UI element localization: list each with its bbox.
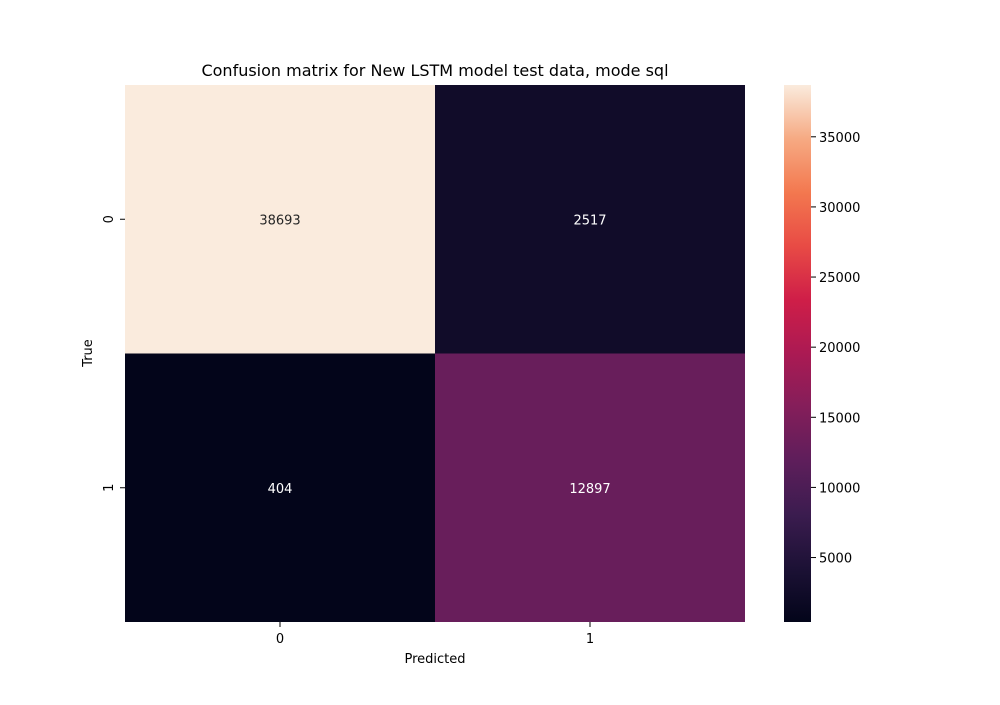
colorbar-tick-label-0: 5000 [819, 552, 852, 567]
x-axis-label: Predicted [404, 652, 465, 667]
cell-value-label-0-0: 38693 [259, 213, 300, 228]
heatmap-cells [125, 85, 745, 622]
colorbar-tick-label-1: 10000 [819, 481, 860, 496]
cell-value-label-1-0: 404 [268, 482, 293, 497]
chart-title: Confusion matrix for New LSTM model test… [201, 61, 668, 80]
heatmap-cell-1-0 [125, 353, 435, 622]
colorbar [784, 85, 811, 622]
heatmap-cell-labels: 38693 2517 404 12897 [259, 213, 610, 497]
colorbar-tick-label-5: 30000 [819, 201, 860, 216]
y-tick-label-1: 1 [102, 484, 117, 492]
colorbar-tick-label-3: 20000 [819, 341, 860, 356]
heatmap-cell-0-1 [435, 85, 745, 354]
heatmap-cell-0-0 [125, 85, 435, 354]
cell-value-label-0-1: 2517 [573, 213, 606, 228]
x-tick-label-1: 1 [586, 632, 594, 647]
x-tick-label-0: 0 [276, 632, 284, 647]
heatmap-cell-1-1 [435, 353, 745, 622]
y-axis-ticks: 01 [102, 215, 125, 492]
colorbar-tick-label-6: 35000 [819, 131, 860, 146]
colorbar-ticks: 5000 10000 15000 20000 25000 30000 35000 [811, 131, 860, 567]
colorbar-tick-label-4: 25000 [819, 271, 860, 286]
y-tick-label-0: 0 [102, 215, 117, 223]
cell-value-label-1-1: 12897 [569, 482, 610, 497]
y-axis-label: True [81, 339, 96, 368]
colorbar-tick-label-2: 15000 [819, 411, 860, 426]
